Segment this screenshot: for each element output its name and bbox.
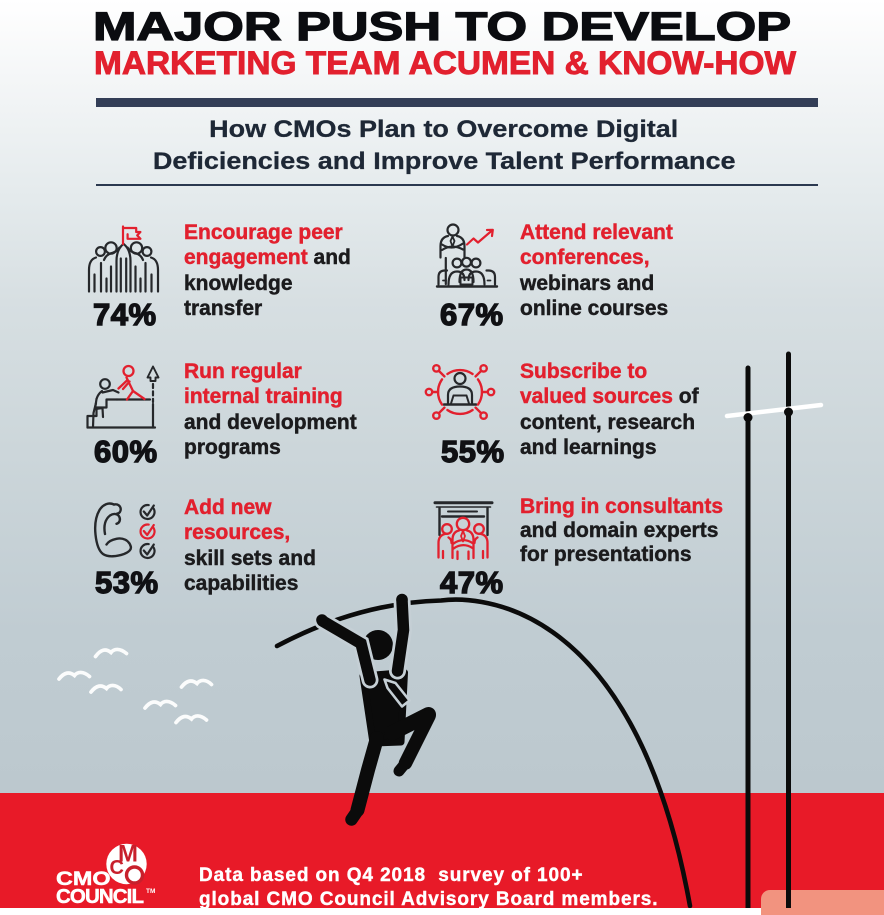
- svg-text:M: M: [118, 841, 138, 868]
- svg-text:C: C: [110, 857, 124, 879]
- svg-text:TM: TM: [146, 888, 155, 895]
